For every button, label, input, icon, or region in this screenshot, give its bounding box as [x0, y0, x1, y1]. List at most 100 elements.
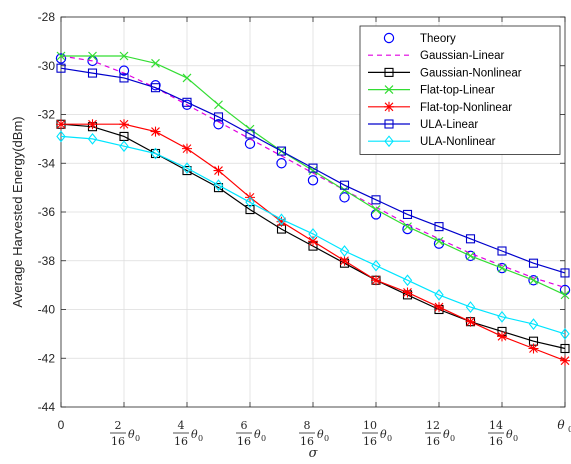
data-point-ula-linear: [150, 83, 161, 93]
data-point-flat-top-nonlinear: [371, 275, 381, 286]
legend-marker-gaussian-nonlinear: [384, 67, 394, 77]
data-point-theory: [339, 192, 350, 203]
data-point-gaussian-nonlinear: [560, 343, 570, 354]
x-tick-subscript: 0: [135, 434, 140, 443]
series-line-ula-linear: [60, 67, 566, 274]
data-point-flat-top-nonlinear: [213, 165, 224, 176]
data-point-ula-nonlinear: [528, 318, 539, 331]
x-tick-denominator: 16: [426, 435, 440, 448]
y-tick-label: -42: [38, 351, 56, 365]
x-tick-symbol: θ: [191, 428, 198, 441]
y-tick-label: -40: [38, 303, 56, 317]
legend-label-gaussian-linear: Gaussian-Linear: [420, 50, 505, 62]
x-tick-subscript: 0: [513, 434, 518, 443]
data-point-flat-top-nonlinear: [465, 316, 476, 327]
data-point-ula-linear: [308, 163, 318, 173]
data-point-ula-nonlinear: [339, 245, 350, 257]
data-point-flat-top-linear: [214, 100, 223, 110]
data-point-ula-nonlinear: [560, 327, 570, 340]
data-point-ula-nonlinear: [213, 179, 224, 192]
x-tick-label: 8 16θ 0: [299, 419, 329, 448]
data-point-theory: [307, 175, 319, 186]
legend-label-ula-nonlinear: ULA-Nonlinear: [420, 136, 496, 148]
data-point-flat-top-nonlinear: [560, 355, 570, 366]
data-point-flat-top-nonlinear: [339, 255, 350, 266]
data-point-flat-top-nonlinear: [87, 119, 98, 130]
data-point-ula-nonlinear: [245, 196, 255, 209]
x-tick-denominator: 16: [363, 435, 377, 448]
legend-label-flat-top-nonlinear: Flat-top-Nonlinear: [420, 102, 512, 114]
data-point-ula-nonlinear: [402, 274, 413, 287]
y-axis-label: Average Harvested Energy(dBm): [10, 116, 25, 307]
data-point-flat-top-nonlinear: [434, 302, 444, 313]
legend-label-gaussian-nonlinear: Gaussian-Nonlinear: [420, 67, 522, 79]
x-tick-denominator: 16: [237, 435, 251, 448]
data-point-flat-top-linear: [340, 185, 349, 195]
data-point-theory: [496, 262, 508, 274]
data-point-ula-linear: [371, 195, 381, 205]
legend-entry-gaussian-linear: Gaussian-Linear: [368, 50, 505, 62]
x-tick-symbol: θ: [557, 418, 565, 432]
data-point-flat-top-linear: [560, 290, 570, 300]
legend-entry-gaussian-nonlinear: Gaussian-Nonlinear: [368, 67, 522, 79]
data-point-flat-top-nonlinear: [276, 216, 287, 227]
x-tick-symbol: θ: [506, 428, 513, 441]
data-point-ula-linear: [56, 63, 66, 73]
data-point-ula-nonlinear: [119, 140, 129, 153]
legend-marker-flat-top-linear: [384, 85, 394, 95]
data-point-ula-linear: [182, 97, 192, 107]
x-tick-subscript: 0: [387, 434, 392, 443]
data-point-flat-top-linear: [434, 236, 444, 246]
data-point-ula-linear: [402, 209, 413, 219]
x-tick-subscript: 0: [450, 434, 455, 443]
series-ula-nonlinear: [56, 130, 570, 340]
data-point-flat-top-linear: [56, 51, 66, 61]
data-point-flat-top-nonlinear: [402, 287, 413, 298]
data-point-flat-top-nonlinear: [497, 331, 507, 342]
legend-entry-ula-linear: ULA-Linear: [368, 119, 478, 131]
y-tick-label: -34: [38, 156, 56, 170]
data-point-ula-linear: [434, 222, 444, 232]
y-tick-label: -38: [38, 254, 56, 268]
data-point-theory: [528, 275, 539, 286]
x-tick-numerator: 10: [363, 419, 377, 432]
series-group: [55, 51, 571, 366]
data-point-flat-top-linear: [119, 51, 129, 61]
data-point-ula-linear: [119, 73, 129, 83]
data-point-flat-top-nonlinear: [182, 143, 192, 154]
x-tick-numerator: 4: [178, 419, 185, 432]
data-point-flat-top-linear: [529, 275, 538, 285]
data-point-ula-linear: [528, 258, 539, 268]
data-point-ula-nonlinear: [150, 147, 161, 160]
data-point-ula-linear: [245, 129, 255, 139]
data-point-ula-nonlinear: [87, 132, 98, 145]
x-tick-denominator: 16: [489, 435, 503, 448]
data-point-theory: [465, 250, 476, 262]
y-tick-label: -36: [38, 205, 56, 219]
legend-entry-flat-top-linear: Flat-top-Linear: [368, 85, 495, 97]
data-point-ula-linear: [339, 180, 350, 190]
data-point-flat-top-nonlinear: [150, 126, 161, 137]
x-axis-label: σ: [309, 446, 319, 461]
data-point-theory: [150, 80, 161, 91]
x-tick-label: 6 16θ 0: [236, 419, 266, 448]
data-point-flat-top-nonlinear: [56, 119, 66, 130]
x-tick-numerator: 12: [426, 419, 440, 432]
x-tick-numerator: 14: [489, 419, 503, 432]
data-point-theory: [213, 119, 224, 130]
x-tick-label: 10 16θ 0: [362, 419, 392, 448]
data-point-flat-top-nonlinear: [119, 119, 129, 130]
data-point-gaussian-nonlinear: [245, 205, 255, 215]
series-gaussian-linear: [60, 55, 566, 289]
legend-label-ula-linear: ULA-Linear: [420, 119, 478, 131]
data-point-ula-nonlinear: [308, 228, 318, 240]
x-tick-subscript: 0: [324, 434, 329, 443]
data-point-ula-linear: [276, 146, 287, 156]
data-point-flat-top-linear: [466, 251, 475, 261]
x-tick-denominator: 16: [174, 435, 188, 448]
x-tick-denominator: 16: [300, 435, 314, 448]
legend-marker-ula-linear: [384, 119, 394, 129]
